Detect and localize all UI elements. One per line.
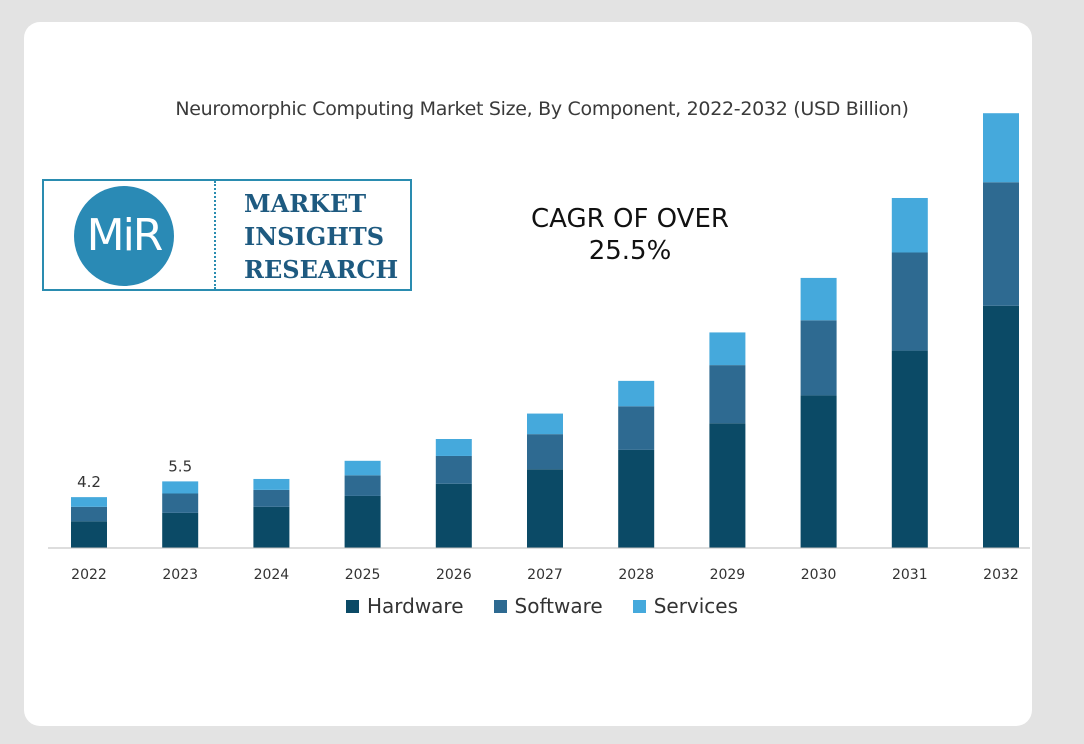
bar-services-2026 [435,439,472,456]
x-tick-label-2028: 2028 [618,567,654,583]
bar-hardware-2028 [618,449,655,548]
logo-box: MiR MARKET INSIGHTS RESEARCH [42,179,412,291]
bar-services-2025 [344,460,381,476]
bar-software-2024 [253,489,290,507]
bar-services-2027 [527,413,563,435]
data-label-2023: 5.5 [168,457,192,475]
bar-software-2025 [344,475,381,496]
bar-hardware-2023 [162,512,199,548]
x-tick-label-2030: 2030 [801,567,837,583]
chart-title: Neuromorphic Computing Market Size, By C… [175,98,909,120]
x-tick-label-2023: 2023 [162,567,198,583]
bar-hardware-2025 [344,495,381,548]
x-tick-label-2022: 2022 [71,567,107,583]
legend-item-software[interactable]: Software [493,594,603,618]
logo-line-research: RESEARCH [244,255,399,284]
bar-services-2023 [162,481,199,494]
bar-hardware-2024 [253,506,290,548]
bar-hardware-2029 [709,423,746,548]
bar-software-2031 [891,252,928,351]
bar-software-2022 [71,506,107,522]
bar-services-2029 [709,332,746,366]
legend: Hardware Software Services [0,594,1084,618]
bar-software-2032 [983,182,1019,306]
logo-line-insights: INSIGHTS [244,222,385,251]
bar-hardware-2030 [800,395,837,548]
x-tick-label-2032: 2032 [983,567,1019,583]
bar-hardware-2026 [435,483,472,548]
bar-services-2028 [618,380,655,407]
x-tick-label-2029: 2029 [710,567,746,583]
logo-text: MARKET INSIGHTS RESEARCH [244,187,398,286]
x-tick-label-2025: 2025 [345,567,381,583]
bar-software-2030 [800,320,837,396]
bar-services-2022 [71,497,107,507]
logo-line-market: MARKET [244,189,367,218]
legend-item-hardware[interactable]: Hardware [345,594,464,618]
x-tick-label-2027: 2027 [527,567,563,583]
cagr-line-2: 25.5% [588,236,672,266]
bar-software-2027 [527,434,563,470]
legend-swatch-software [493,599,507,613]
logo-mark: MiR [86,210,164,261]
legend-swatch-services [632,599,646,613]
bar-software-2023 [162,493,199,513]
x-tick-label-2031: 2031 [892,567,928,583]
bar-services-2030 [800,277,837,321]
bar-services-2032 [983,113,1019,183]
bar-hardware-2022 [71,521,107,548]
legend-swatch-hardware [345,599,359,613]
data-labels: 4.2 5.5 [77,457,192,491]
cagr-line-1: CAGR OF OVER [531,204,729,234]
bars-group [71,113,1019,548]
logo-divider [214,181,216,289]
bar-hardware-2027 [527,469,563,548]
bar-software-2026 [435,455,472,484]
bar-software-2028 [618,406,655,450]
bar-hardware-2032 [983,305,1019,548]
bar-services-2031 [891,197,928,253]
x-tick-label-2024: 2024 [254,567,290,583]
data-label-2022: 4.2 [77,473,101,491]
chart-card [24,22,1032,726]
legend-label-hardware: Hardware [366,594,464,618]
x-tick-label-2026: 2026 [436,567,472,583]
legend-label-software: Software [514,594,603,618]
legend-label-services: Services [653,594,739,618]
bar-hardware-2031 [891,350,928,548]
bar-services-2024 [253,478,290,490]
cagr-annotation: CAGR OF OVER 25.5% [505,203,755,267]
legend-item-services[interactable]: Services [632,594,739,618]
logo-circle-icon [74,186,174,286]
bar-software-2029 [709,365,746,424]
x-tick-labels: 2022 2023 2024 2025 2026 2027 2028 2029 2030 2031… [71,567,1019,583]
